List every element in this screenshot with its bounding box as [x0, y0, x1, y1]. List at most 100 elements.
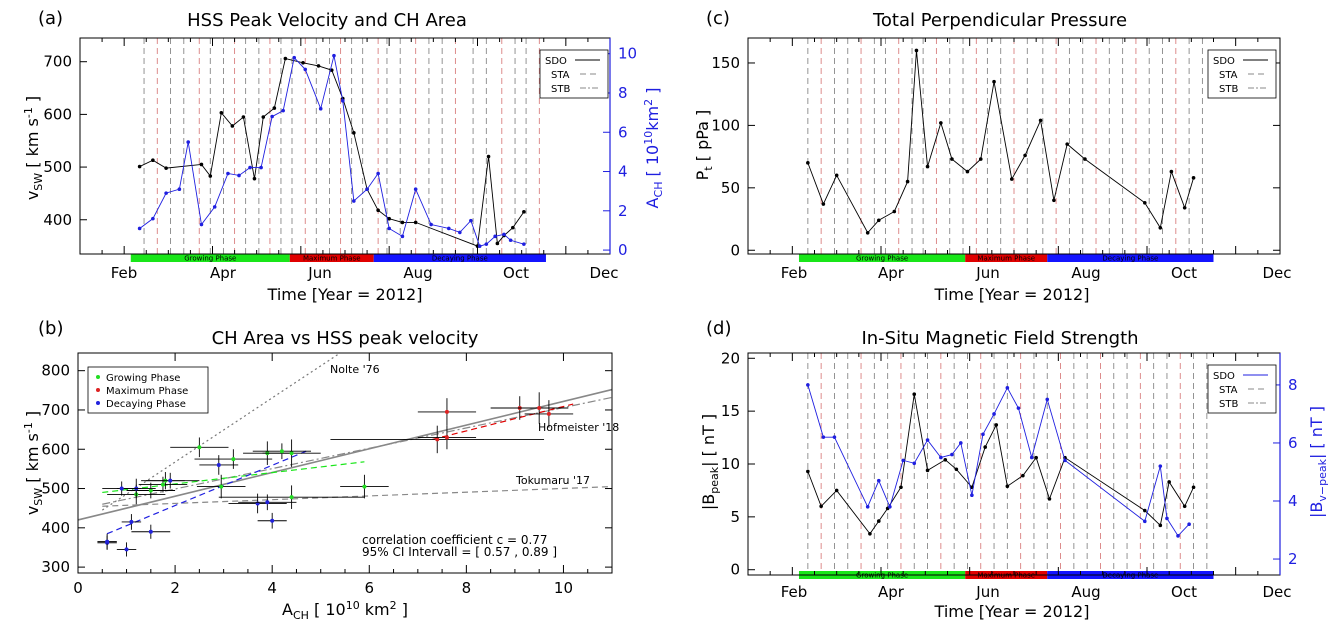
series-point	[1158, 464, 1163, 468]
x-tick-label: Dec	[589, 264, 618, 282]
series-point	[1023, 153, 1027, 158]
series-point	[868, 531, 872, 536]
panel-b-xlabel: ACH [ 1010 km2 ]	[282, 599, 408, 622]
data-point	[289, 451, 294, 456]
series-point	[834, 173, 839, 178]
maximum-phase-segment	[289, 254, 374, 262]
panel-a-label: (a)	[38, 8, 63, 29]
fit-line	[102, 461, 365, 494]
series-point	[376, 171, 380, 176]
fit-line	[77, 388, 613, 521]
series-point	[876, 218, 881, 223]
series-point	[400, 234, 405, 239]
series-point	[1142, 519, 1147, 524]
x-tick-label: 4	[267, 579, 277, 597]
decaying-phase-segment	[1047, 254, 1214, 262]
y-tick-label: 400	[43, 211, 72, 229]
data-point	[119, 486, 124, 491]
annotation-nolte: Nolte '76	[330, 363, 380, 376]
x-tick-label: Feb	[111, 264, 138, 282]
series-point	[413, 187, 418, 191]
fit-line	[102, 485, 613, 507]
series-point	[340, 99, 345, 103]
y-tick-label: 600	[43, 105, 72, 123]
series-point	[219, 111, 224, 115]
y2-tick-label: 6	[1288, 434, 1298, 452]
legend-stb: STB	[1219, 84, 1238, 95]
series-point	[901, 458, 905, 463]
series-point	[237, 173, 241, 178]
data-point	[435, 437, 440, 442]
panel-c-ticks: 0 50 100 150	[711, 38, 1280, 259]
y2-tick-label: 4	[1288, 492, 1298, 510]
panel-a-xlabel: Time [Year = 2012]	[267, 285, 423, 304]
series-point	[806, 161, 810, 165]
panel-b-label: (b)	[38, 318, 63, 339]
legend-box	[87, 366, 209, 414]
series-point	[241, 115, 246, 119]
series-point	[508, 238, 513, 243]
series-line	[807, 394, 1194, 535]
series-point	[994, 423, 999, 427]
series-point	[981, 432, 985, 437]
legend-sdo: SDO	[1213, 56, 1235, 67]
data-point	[168, 478, 173, 483]
series-point	[876, 478, 881, 483]
series-point	[1182, 206, 1187, 210]
data-point	[270, 518, 275, 523]
panel-c-legend: SDO STA STB	[1207, 49, 1277, 99]
y2-tick-label: 8	[1288, 376, 1298, 394]
annotation-tokumaru: Tokumaru '17	[515, 474, 590, 487]
legend-sta: STA	[1219, 385, 1238, 396]
panel-b-points	[97, 392, 574, 557]
series-point	[1005, 386, 1010, 390]
legend-growing: Growing Phase	[106, 373, 180, 384]
series-point	[413, 220, 418, 225]
maximum-phase-text: Maximum Phase	[303, 255, 361, 263]
y-tick-label: 500	[41, 480, 70, 498]
series-point	[892, 209, 897, 214]
data-point	[444, 409, 449, 414]
decaying-phase-text: Decaying Phase	[432, 255, 488, 263]
x-tick-label: Oct	[503, 264, 529, 282]
panel-b-title: CH Area vs HSS peak velocity	[212, 328, 479, 349]
series-point	[477, 244, 482, 248]
series-point	[281, 108, 285, 113]
series-point	[248, 165, 252, 170]
fit-line	[106, 450, 307, 535]
series-point	[888, 505, 892, 509]
panel-a-legend: SDO STA STB	[539, 49, 609, 99]
data-point	[289, 495, 294, 500]
panel-c-xlabel: Time [Year = 2012]	[934, 285, 1090, 304]
series-point	[912, 461, 917, 466]
x-tick-label: Feb	[781, 583, 808, 601]
series-point	[939, 121, 943, 125]
series-line	[139, 58, 525, 247]
panel-c-label: (c)	[706, 8, 730, 29]
series-point	[1016, 406, 1021, 410]
series-point	[212, 205, 217, 209]
data-point	[546, 411, 551, 416]
series-point	[978, 157, 983, 161]
series-point	[151, 216, 155, 221]
growing-phase-text: Growing Phase	[856, 255, 908, 263]
panel-c-dashed-lines	[807, 38, 1203, 254]
x-tick-label: Apr	[878, 583, 905, 601]
series-point	[819, 504, 823, 509]
panel-a-x-tick-labels: Feb Apr Jun Aug Oct Dec	[111, 264, 619, 282]
series-point	[199, 162, 204, 167]
series-point	[914, 48, 919, 53]
y-tick-label: 0	[730, 241, 740, 259]
series-point	[806, 469, 810, 474]
data-point	[279, 449, 284, 454]
panel-a-phase-bar: Growing Phase Maximum Phase Decaying Pha…	[130, 254, 546, 263]
panel-b: (b) CH Area vs HSS peak velocity 300 400 5…	[22, 318, 619, 622]
panel-c-x-tick-labels: Feb Apr Jun Aug Oct Dec	[781, 264, 1292, 282]
panel-d-dashed-lines	[807, 353, 1208, 575]
series-point	[137, 164, 142, 169]
legend-stb: STB	[1219, 399, 1238, 410]
x-tick-label: 10	[554, 579, 573, 597]
series-point	[876, 519, 881, 523]
panel-d-legend: SDO STA STB	[1207, 364, 1277, 414]
